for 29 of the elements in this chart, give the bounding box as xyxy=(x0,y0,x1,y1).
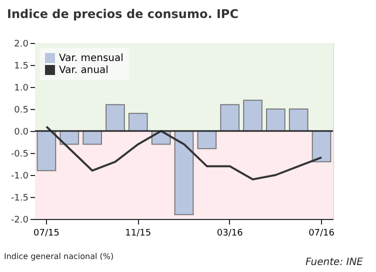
bar xyxy=(243,100,262,132)
y-tick-label: 1.0 xyxy=(14,84,29,94)
legend-label: Var. mensual xyxy=(59,53,124,64)
y-tick-label: 0.0 xyxy=(14,128,29,138)
y-tick-label: -2.0 xyxy=(10,216,29,226)
y-tick-label: 0.5 xyxy=(14,106,28,116)
y-tick-label: -0.5 xyxy=(10,150,28,160)
x-tick-label: 11/15 xyxy=(125,228,152,238)
bar xyxy=(128,112,148,132)
y-tick-label: 2.0 xyxy=(14,40,29,50)
y-tick-label: -1.5 xyxy=(10,194,28,204)
bar xyxy=(266,108,286,132)
bar xyxy=(174,130,194,216)
y-tick-label: -1.0 xyxy=(10,172,29,182)
x-tick-label: 07/15 xyxy=(33,228,60,238)
bar xyxy=(288,108,308,132)
bar xyxy=(197,130,217,150)
bar xyxy=(220,104,240,132)
bar xyxy=(106,104,125,132)
text: Indice general nacional (%) xyxy=(4,252,114,261)
bar xyxy=(36,130,56,172)
source-note: Fuente: INE xyxy=(305,257,364,268)
x-tick-label: 03/16 xyxy=(216,228,244,238)
line-series xyxy=(45,126,323,180)
y-tick-label: 1.5 xyxy=(14,62,28,72)
legend-label: Var. anual xyxy=(59,65,108,76)
chart-title: Indice de precios de consumo. IPC xyxy=(7,7,239,21)
bar xyxy=(312,130,332,162)
x-tick-label: 07/16 xyxy=(308,228,335,238)
